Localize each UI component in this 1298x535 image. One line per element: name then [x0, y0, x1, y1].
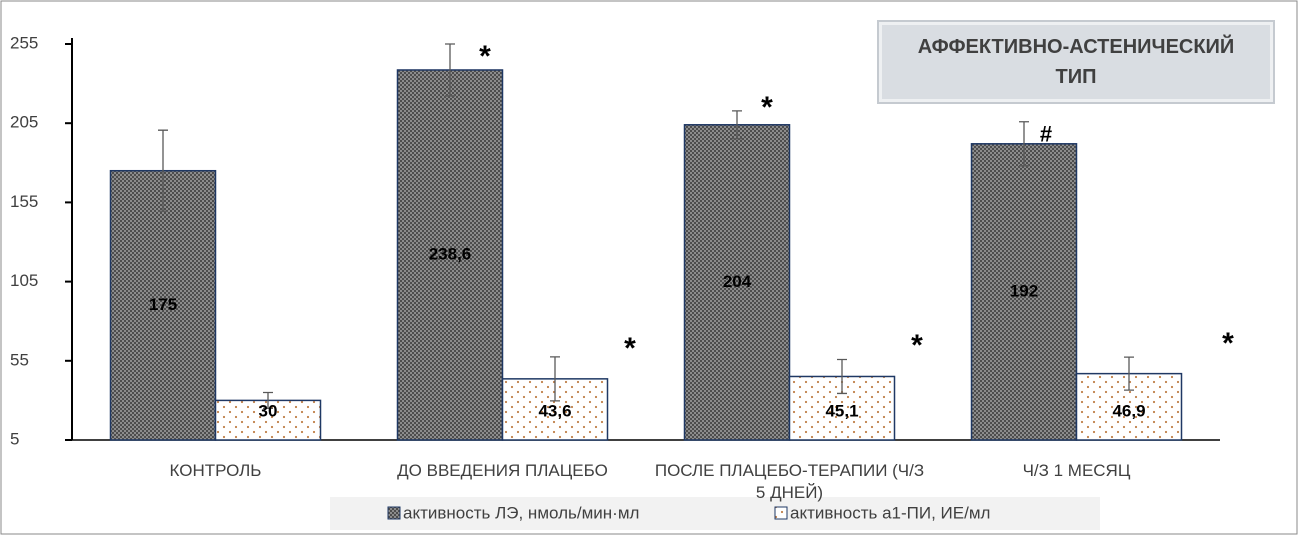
y-tick-label: 205 — [10, 113, 38, 132]
y-tick-label: 155 — [10, 192, 38, 211]
data-label: 45,1 — [825, 401, 858, 420]
error-bar — [1019, 121, 1029, 167]
data-label: 175 — [149, 295, 177, 314]
x-tick-label: ДО ВВЕДЕНИЯ ПЛАЦЕБО — [397, 461, 608, 480]
data-label: 30 — [259, 401, 278, 420]
error-bar — [550, 356, 560, 402]
y-tick-label: 105 — [10, 271, 38, 290]
annotation: * — [624, 332, 636, 365]
bar — [683, 124, 791, 441]
bar — [109, 169, 217, 441]
annotation: * — [911, 329, 923, 362]
y-tick-label: 5 — [10, 429, 19, 448]
x-tick-label: Ч/З 1 МЕСЯЦ — [1022, 461, 1131, 480]
error-bar — [837, 358, 847, 395]
legend-label: активность а1-ПИ, ИЕ/мл — [790, 503, 990, 522]
error-bar — [263, 391, 273, 409]
y-tick-label: 55 — [10, 350, 29, 369]
data-label: 204 — [723, 272, 752, 291]
bar — [970, 143, 1078, 441]
legend-swatch — [774, 506, 788, 520]
annotation: * — [479, 40, 491, 73]
legend-swatch — [387, 506, 401, 520]
bar — [396, 69, 504, 441]
y-tick-label: 255 — [10, 33, 38, 52]
annotation: # — [1040, 122, 1052, 147]
data-label: 192 — [1010, 281, 1038, 300]
error-bar — [158, 129, 168, 212]
legend-label: активность ЛЭ, нмоль/мин·мл — [403, 503, 639, 522]
legend-box — [330, 497, 1100, 530]
data-label: 43,6 — [538, 401, 571, 420]
data-label: 46,9 — [1112, 401, 1145, 420]
bar — [214, 399, 322, 441]
chart-title: АФФЕКТИВНО-АСТЕНИЧЕСКИЙ ТИП — [877, 20, 1275, 104]
x-tick-label: КОНТРОЛЬ — [169, 461, 262, 480]
error-bar — [445, 43, 455, 97]
error-bar — [1124, 356, 1134, 391]
annotation: * — [1222, 327, 1234, 360]
annotation: * — [761, 91, 773, 124]
x-tick-label: ПОСЛЕ ПЛАЦЕБО-ТЕРАПИИ (Ч/З 5 ДНЕЙ) — [654, 461, 925, 502]
data-label: 238,6 — [429, 244, 472, 263]
error-bar — [732, 110, 742, 140]
